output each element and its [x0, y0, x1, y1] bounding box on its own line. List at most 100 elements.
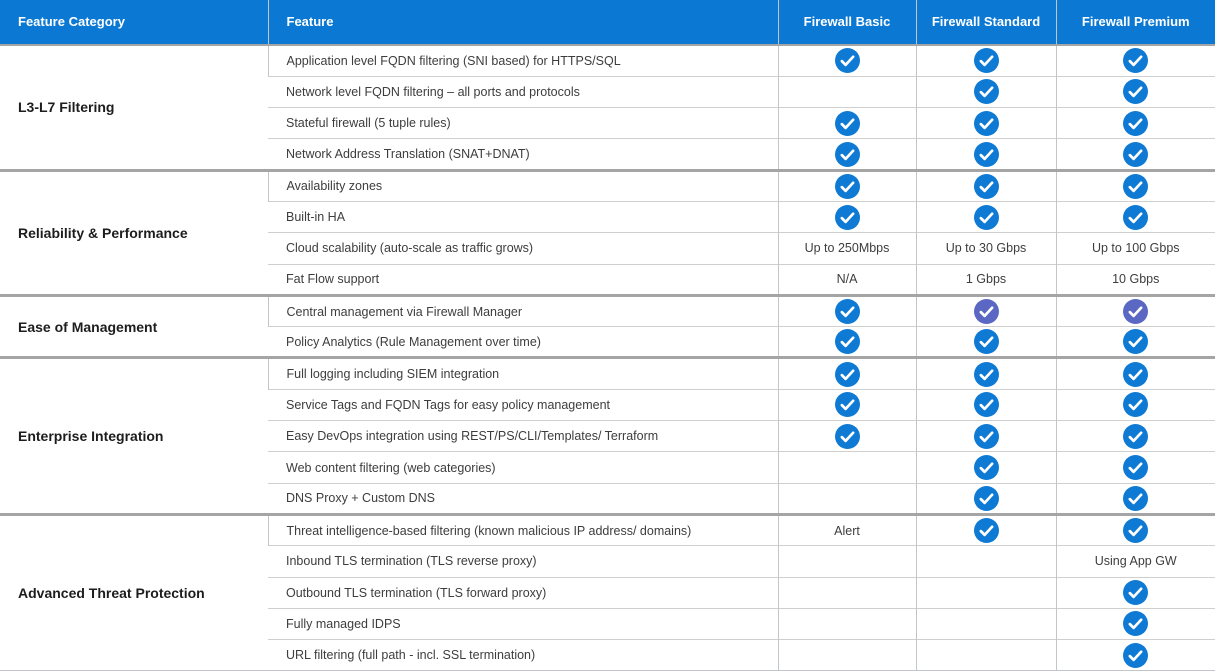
checkmark-circle-blue-icon	[834, 299, 860, 325]
value-text: Up to 30 Gbps	[945, 241, 1027, 256]
checkmark-circle-blue-icon	[973, 204, 999, 230]
value-cell-basic: N/A	[777, 263, 916, 296]
category-cell: Enterprise Integration	[0, 356, 268, 515]
value-cell-premium	[1055, 482, 1215, 515]
value-cell-premium	[1055, 607, 1215, 640]
checkmark-circle-blue-icon	[1123, 48, 1149, 74]
value-cell-basic	[777, 293, 916, 327]
table-row: Built-in HA	[0, 200, 1215, 233]
category-label: Advanced Threat Protection	[18, 585, 205, 602]
table-row: Stateful firewall (5 tuple rules)	[0, 107, 1215, 139]
column-header-firewall-standard: Firewall Standard	[915, 0, 1056, 46]
value-cell-basic: Up to 250Mbps	[777, 232, 916, 265]
table-row: Network level FQDN filtering – all ports…	[0, 75, 1215, 108]
table-row: Reliability & Performance Availability zo…	[0, 168, 1215, 296]
table-row: Easy DevOps integration using REST/PS/CL…	[0, 420, 1215, 452]
column-header-firewall-basic: Firewall Basic	[777, 0, 916, 46]
checkmark-circle-blue-icon	[1123, 580, 1149, 606]
checkmark-circle-blue-icon	[973, 423, 999, 449]
checkmark-circle-blue-icon	[1123, 423, 1149, 449]
table-row: Outbound TLS termination (TLS forward pr…	[0, 576, 1215, 609]
checkmark-circle-blue-icon	[973, 485, 999, 511]
checkmark-circle-blue-icon	[834, 329, 860, 355]
feature-cell: Fat Flow support	[268, 263, 778, 296]
value-text: Alert	[834, 523, 860, 538]
checkmark-circle-blue-icon	[1123, 110, 1149, 136]
checkmark-circle-blue-icon	[973, 48, 999, 74]
checkmark-circle-blue-icon	[834, 361, 860, 387]
checkmark-circle-blue-icon	[973, 361, 999, 387]
value-cell-premium: Using App GW	[1055, 545, 1215, 578]
value-cell-basic	[777, 451, 916, 484]
category-label: Reliability & Performance	[18, 224, 188, 241]
checkmark-circle-blue-icon	[1123, 204, 1149, 230]
value-cell-premium	[1055, 451, 1215, 484]
table-header: Feature Category Feature Firewall Basic …	[0, 0, 1215, 46]
value-text: Up to 250Mbps	[804, 241, 890, 256]
value-cell-standard	[915, 482, 1056, 515]
value-cell-standard	[915, 75, 1056, 108]
value-cell-standard	[915, 107, 1056, 139]
table-row: Fat Flow support N/A 1 Gbps 10 Gbps	[0, 263, 1215, 296]
checkmark-circle-blue-icon	[973, 329, 999, 355]
value-cell-standard	[915, 607, 1056, 640]
checkmark-circle-blue-icon	[1123, 518, 1149, 544]
feature-cell: Outbound TLS termination (TLS forward pr…	[268, 576, 778, 609]
value-cell-basic	[777, 639, 916, 671]
value-cell-basic	[777, 326, 916, 358]
table-row: Web content filtering (web categories)	[0, 451, 1215, 484]
checkmark-circle-blue-icon	[973, 141, 999, 167]
feature-cell: Policy Analytics (Rule Management over t…	[268, 326, 778, 358]
checkmark-circle-blue-icon	[1123, 79, 1149, 105]
value-cell-premium	[1055, 138, 1215, 171]
value-cell-premium	[1055, 107, 1215, 139]
value-cell-standard	[915, 168, 1056, 202]
value-text: Using App GW	[1094, 554, 1177, 569]
value-cell-basic	[777, 607, 916, 640]
value-cell-basic	[777, 44, 916, 77]
feature-cell: Network level FQDN filtering – all ports…	[268, 75, 778, 108]
value-cell-premium: Up to 100 Gbps	[1055, 232, 1215, 265]
value-cell-standard	[915, 576, 1056, 609]
value-cell-standard: 1 Gbps	[915, 263, 1056, 296]
feature-cell: Built-in HA	[268, 200, 778, 233]
feature-cell: Stateful firewall (5 tuple rules)	[268, 107, 778, 139]
value-cell-premium	[1055, 388, 1215, 421]
checkmark-circle-blue-icon	[1123, 173, 1149, 199]
checkmark-circle-blue-icon	[834, 204, 860, 230]
category-label: L3-L7 Filtering	[18, 99, 115, 116]
table-row: Cloud scalability (auto-scale as traffic…	[0, 232, 1215, 265]
value-cell-premium	[1055, 293, 1215, 327]
value-cell-standard	[915, 200, 1056, 233]
value-cell-standard	[915, 545, 1056, 578]
value-cell-basic	[777, 420, 916, 452]
checkmark-circle-blue-icon	[973, 455, 999, 480]
feature-cell: Full logging including SIEM integration	[267, 356, 778, 390]
feature-cell: Inbound TLS termination (TLS reverse pro…	[268, 545, 778, 578]
value-cell-basic	[777, 75, 916, 108]
value-cell-premium	[1055, 75, 1215, 108]
value-cell-basic	[777, 107, 916, 139]
value-text: Up to 100 Gbps	[1091, 241, 1180, 256]
value-cell-basic	[777, 388, 916, 421]
value-cell-premium	[1055, 639, 1215, 671]
feature-cell: Easy DevOps integration using REST/PS/CL…	[268, 420, 778, 452]
value-text: N/A	[836, 272, 858, 287]
category-cell: Ease of Management	[0, 293, 268, 358]
column-header-firewall-premium: Firewall Premium	[1055, 0, 1215, 46]
value-cell-standard	[915, 451, 1056, 484]
header-row: Feature Category Feature Firewall Basic …	[0, 0, 1215, 46]
value-cell-standard	[915, 326, 1056, 358]
value-cell-standard	[915, 512, 1056, 546]
value-cell-premium	[1055, 326, 1215, 358]
checkmark-circle-blue-icon	[973, 518, 999, 544]
feature-cell: Availability zones	[267, 168, 778, 202]
checkmark-circle-blue-icon	[1123, 361, 1149, 387]
feature-cell: URL filtering (full path - incl. SSL ter…	[268, 639, 778, 671]
value-cell-standard	[915, 44, 1056, 77]
category-label: Ease of Management	[18, 318, 158, 335]
feature-cell: Cloud scalability (auto-scale as traffic…	[268, 232, 778, 265]
checkmark-circle-blue-icon	[973, 110, 999, 136]
value-cell-premium	[1055, 168, 1215, 202]
